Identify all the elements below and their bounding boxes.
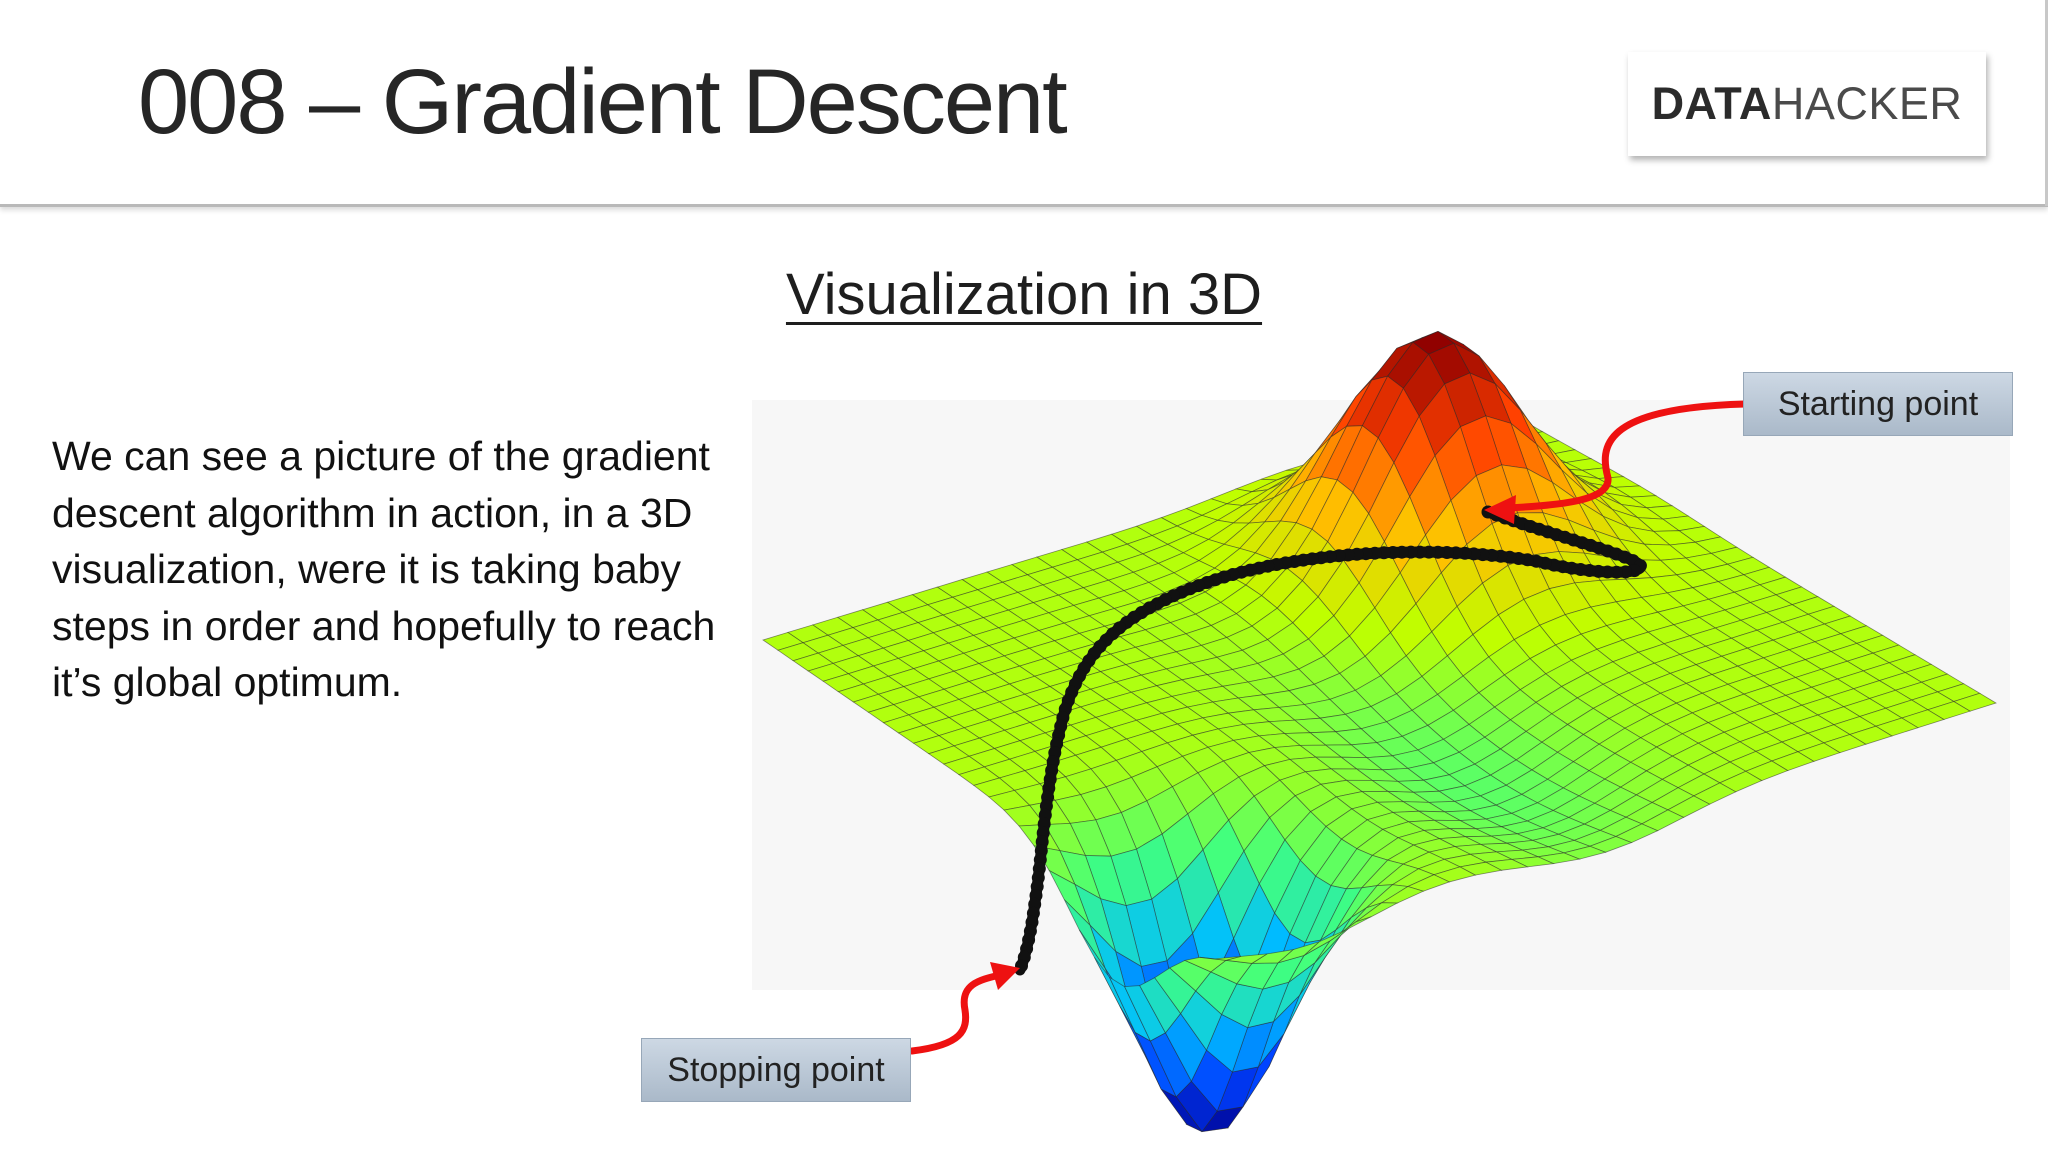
starting-point-label: Starting point (1743, 372, 2013, 436)
logo-hacker-text: HACKER (1771, 78, 1963, 129)
descent-step (1413, 545, 1427, 559)
stopping-point-arrow (908, 971, 1004, 1055)
descent-step (1610, 565, 1623, 579)
section-heading-text: Visualization in 3D (785, 262, 1263, 327)
logo-data-text: DATA (1651, 78, 1772, 129)
header-edge (2045, 0, 2048, 206)
description-paragraph: We can see a picture of the gradient des… (52, 433, 716, 705)
stopping-point-arrowhead (990, 962, 1020, 990)
descent-step (1431, 545, 1445, 559)
starting-point-arrowhead (1484, 495, 1516, 524)
descent-step (1440, 546, 1454, 559)
stopping-point-label: Stopping point (641, 1038, 911, 1102)
descent-steps (1015, 505, 1647, 973)
surface-facet (1199, 956, 1242, 961)
descent-step (1422, 545, 1436, 559)
section-heading: Visualization in 3D (0, 262, 2048, 329)
starting-point-arrow (1504, 400, 1749, 512)
page-title: 008 – Gradient Descent (138, 51, 1068, 153)
surface-mesh (762, 330, 1997, 1133)
logo: DATA HACKER (1628, 52, 1986, 156)
descent-step (1404, 545, 1418, 559)
